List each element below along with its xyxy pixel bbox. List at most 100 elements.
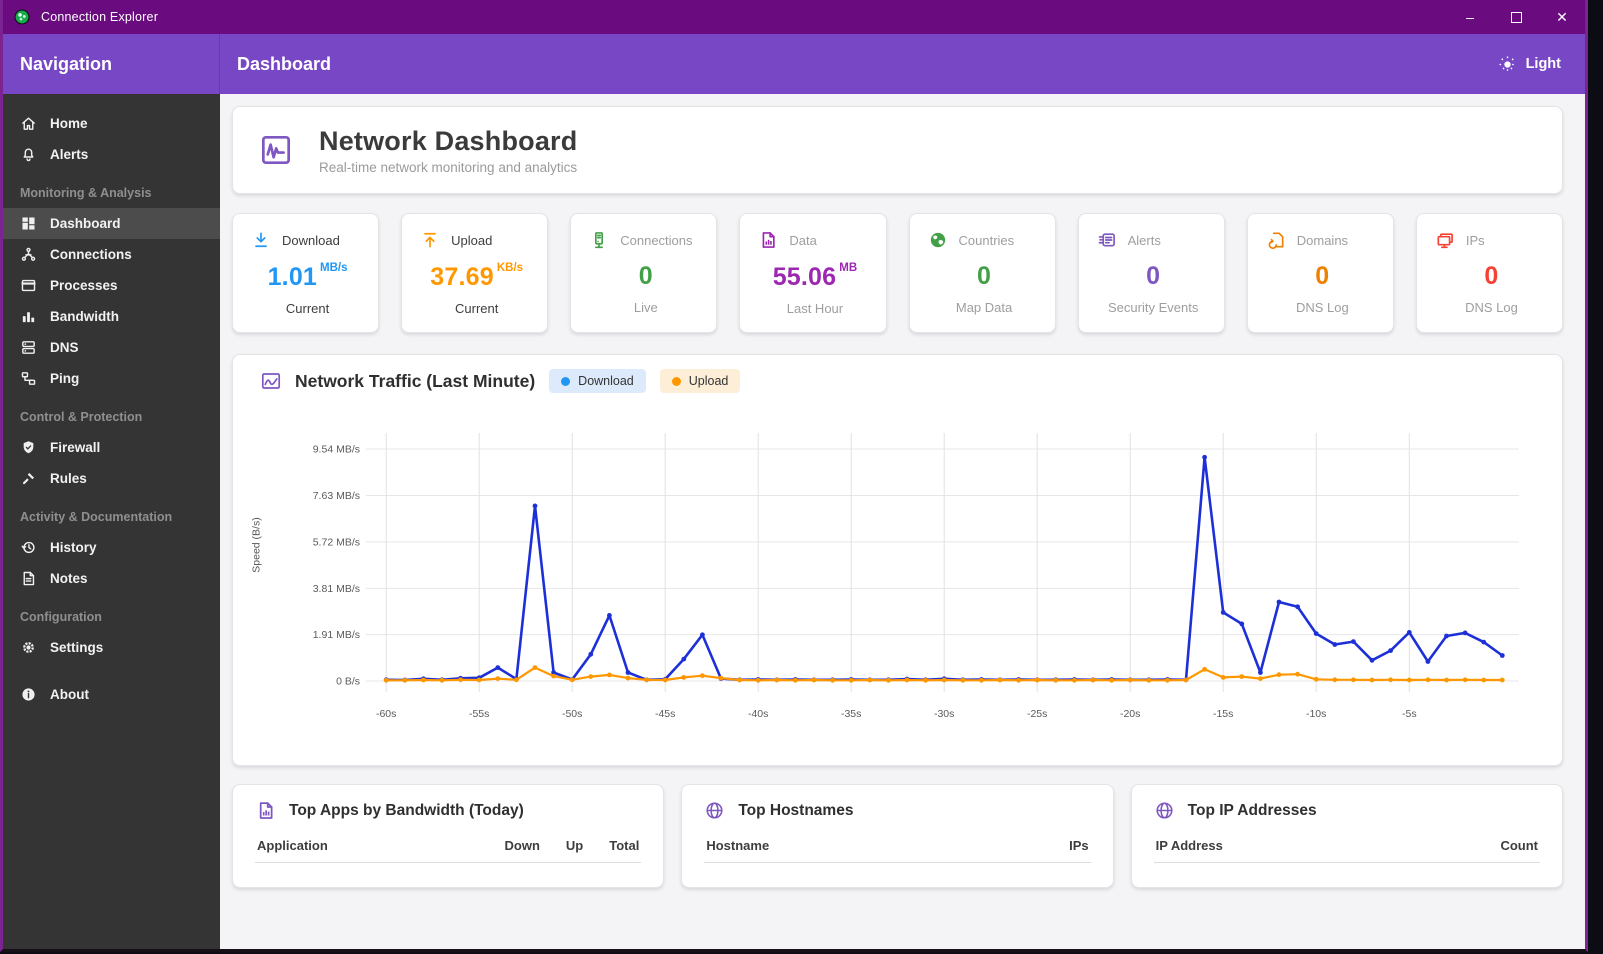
sidebar-item-ping[interactable]: Ping [3, 363, 220, 394]
sidebar: Home Alerts Monitoring & Analysis Dashboard… [3, 94, 220, 949]
svg-text:7.63 MB/s: 7.63 MB/s [313, 490, 360, 502]
maximize-button[interactable] [1493, 0, 1539, 34]
globe-outline-icon [704, 800, 725, 821]
ping-icon [20, 370, 37, 387]
sidebar-item-label: Ping [50, 371, 80, 386]
sidebar-item-processes[interactable]: Processes [3, 270, 220, 301]
connections-icon [20, 246, 37, 263]
about-icon [20, 686, 37, 703]
svg-text:-10s: -10s [1306, 708, 1326, 720]
sidebar-item-label: Connections [50, 247, 132, 262]
main-content: Network Dashboard Real-time network moni… [220, 94, 1585, 949]
stat-value: 1.01 [267, 263, 318, 291]
page-header-card: Network Dashboard Real-time network moni… [232, 106, 1563, 194]
svg-text:-20s: -20s [1120, 708, 1140, 720]
stat-label: Data [789, 232, 817, 248]
stat-label: Upload [451, 232, 493, 248]
svg-text:-25s: -25s [1027, 708, 1047, 720]
stat-label: IPs [1465, 232, 1485, 248]
file-chart-icon [255, 800, 276, 821]
globe-outline-icon [1154, 800, 1175, 821]
window-title: Connection Explorer [41, 10, 159, 24]
svg-text:1.91 MB/s: 1.91 MB/s [313, 629, 360, 641]
stat-value: 0 [977, 262, 992, 290]
sidebar-item-label: About [50, 687, 89, 702]
svg-text:-45s: -45s [655, 708, 675, 720]
sidebar-item-alerts[interactable]: Alerts [3, 139, 220, 170]
table-header-row: IP Address Count [1153, 838, 1540, 863]
stat-card-data: Data 55.06 MB Last Hour [739, 213, 887, 333]
firewall-icon [20, 439, 37, 456]
nav-section-header: Control & Protection [20, 410, 143, 424]
sidebar-item-label: DNS [50, 340, 79, 355]
sidebar-item-dashboard[interactable]: Dashboard [3, 208, 220, 239]
table-column-header: Up [565, 838, 584, 853]
domain-sync-icon [1266, 230, 1286, 250]
svg-text:-50s: -50s [562, 708, 582, 720]
sidebar-item-label: Settings [50, 640, 104, 655]
sidebar-item-firewall[interactable]: Firewall [3, 432, 220, 463]
monitor-icon [1435, 230, 1455, 250]
stat-card-download: Download 1.01 MB/s Current [232, 213, 380, 333]
maximize-icon [1510, 11, 1522, 23]
sidebar-item-home[interactable]: Home [3, 108, 220, 139]
sidebar-item-settings[interactable]: Settings [3, 632, 220, 663]
stat-sublabel: Map Data [955, 300, 1013, 315]
table-column-header: Count [1500, 838, 1538, 853]
stat-label: Countries [958, 232, 1015, 248]
chart-title: Network Traffic (Last Minute) [295, 370, 536, 391]
legend-dot [671, 376, 681, 386]
server-icon [589, 230, 609, 250]
legend-label: Upload [688, 374, 729, 388]
svg-text:-35s: -35s [841, 708, 861, 720]
table-card-top-ip-addresses: Top IP Addresses IP Address Count [1130, 784, 1563, 888]
sidebar-item-dns[interactable]: DNS [3, 332, 220, 363]
sidebar-item-notes[interactable]: Notes [3, 563, 220, 594]
rules-icon [20, 470, 37, 487]
dashboard-icon [20, 215, 37, 232]
stat-label: Domains [1296, 232, 1349, 248]
chart-legend: Download Upload [549, 369, 741, 393]
minimize-button[interactable]: – [1447, 0, 1493, 34]
svg-text:9.54 MB/s: 9.54 MB/s [313, 444, 360, 456]
sidebar-item-label: Firewall [50, 440, 101, 455]
app-logo-icon [13, 8, 31, 26]
stat-card-upload: Upload 37.69 KB/s Current [401, 213, 549, 333]
theme-toggle[interactable]: Light [1498, 55, 1561, 74]
table-title: Top IP Addresses [1187, 801, 1317, 819]
svg-text:-60s: -60s [376, 708, 396, 720]
legend-chip-download[interactable]: Download [549, 369, 646, 393]
globe-icon [928, 230, 948, 250]
sidebar-item-label: Dashboard [50, 216, 121, 231]
sidebar-item-about[interactable]: About [3, 679, 220, 710]
close-button[interactable]: ✕ [1539, 0, 1585, 34]
table-header-row: Application Down Up Total [255, 838, 642, 863]
sidebar-item-bandwidth[interactable]: Bandwidth [3, 301, 220, 332]
table-column-header: IPs [1069, 838, 1089, 853]
sidebar-item-history[interactable]: History [3, 532, 220, 563]
sun-icon [1498, 55, 1517, 74]
chart-icon [259, 369, 283, 393]
stat-value: 37.69 [430, 263, 494, 291]
table-title: Top Hostnames [738, 801, 854, 819]
sidebar-item-label: History [50, 540, 97, 555]
svg-text:0 B/s: 0 B/s [336, 676, 360, 688]
page-header-title: Dashboard [237, 53, 332, 74]
legend-chip-upload[interactable]: Upload [659, 369, 741, 393]
stat-value: 0 [638, 262, 653, 290]
sidebar-item-connections[interactable]: Connections [3, 239, 220, 270]
history-icon [20, 539, 37, 556]
nav-section-header: Configuration [20, 610, 102, 624]
nav-section-header: Activity & Documentation [20, 510, 173, 524]
sidebar-item-label: Bandwidth [50, 309, 119, 324]
bandwidth-icon [20, 308, 37, 325]
sidebar-item-rules[interactable]: Rules [3, 463, 220, 494]
table-column-header: Total [609, 838, 640, 853]
table-header-row: Hostname IPs [704, 838, 1091, 863]
stat-sublabel: DNS Log [1295, 300, 1349, 315]
stat-label: Download [282, 232, 340, 248]
stat-sublabel: Current [285, 301, 330, 316]
stat-unit: MB [839, 262, 858, 274]
table-column-header: Down [504, 838, 540, 853]
upload-arrow-icon [420, 230, 440, 250]
